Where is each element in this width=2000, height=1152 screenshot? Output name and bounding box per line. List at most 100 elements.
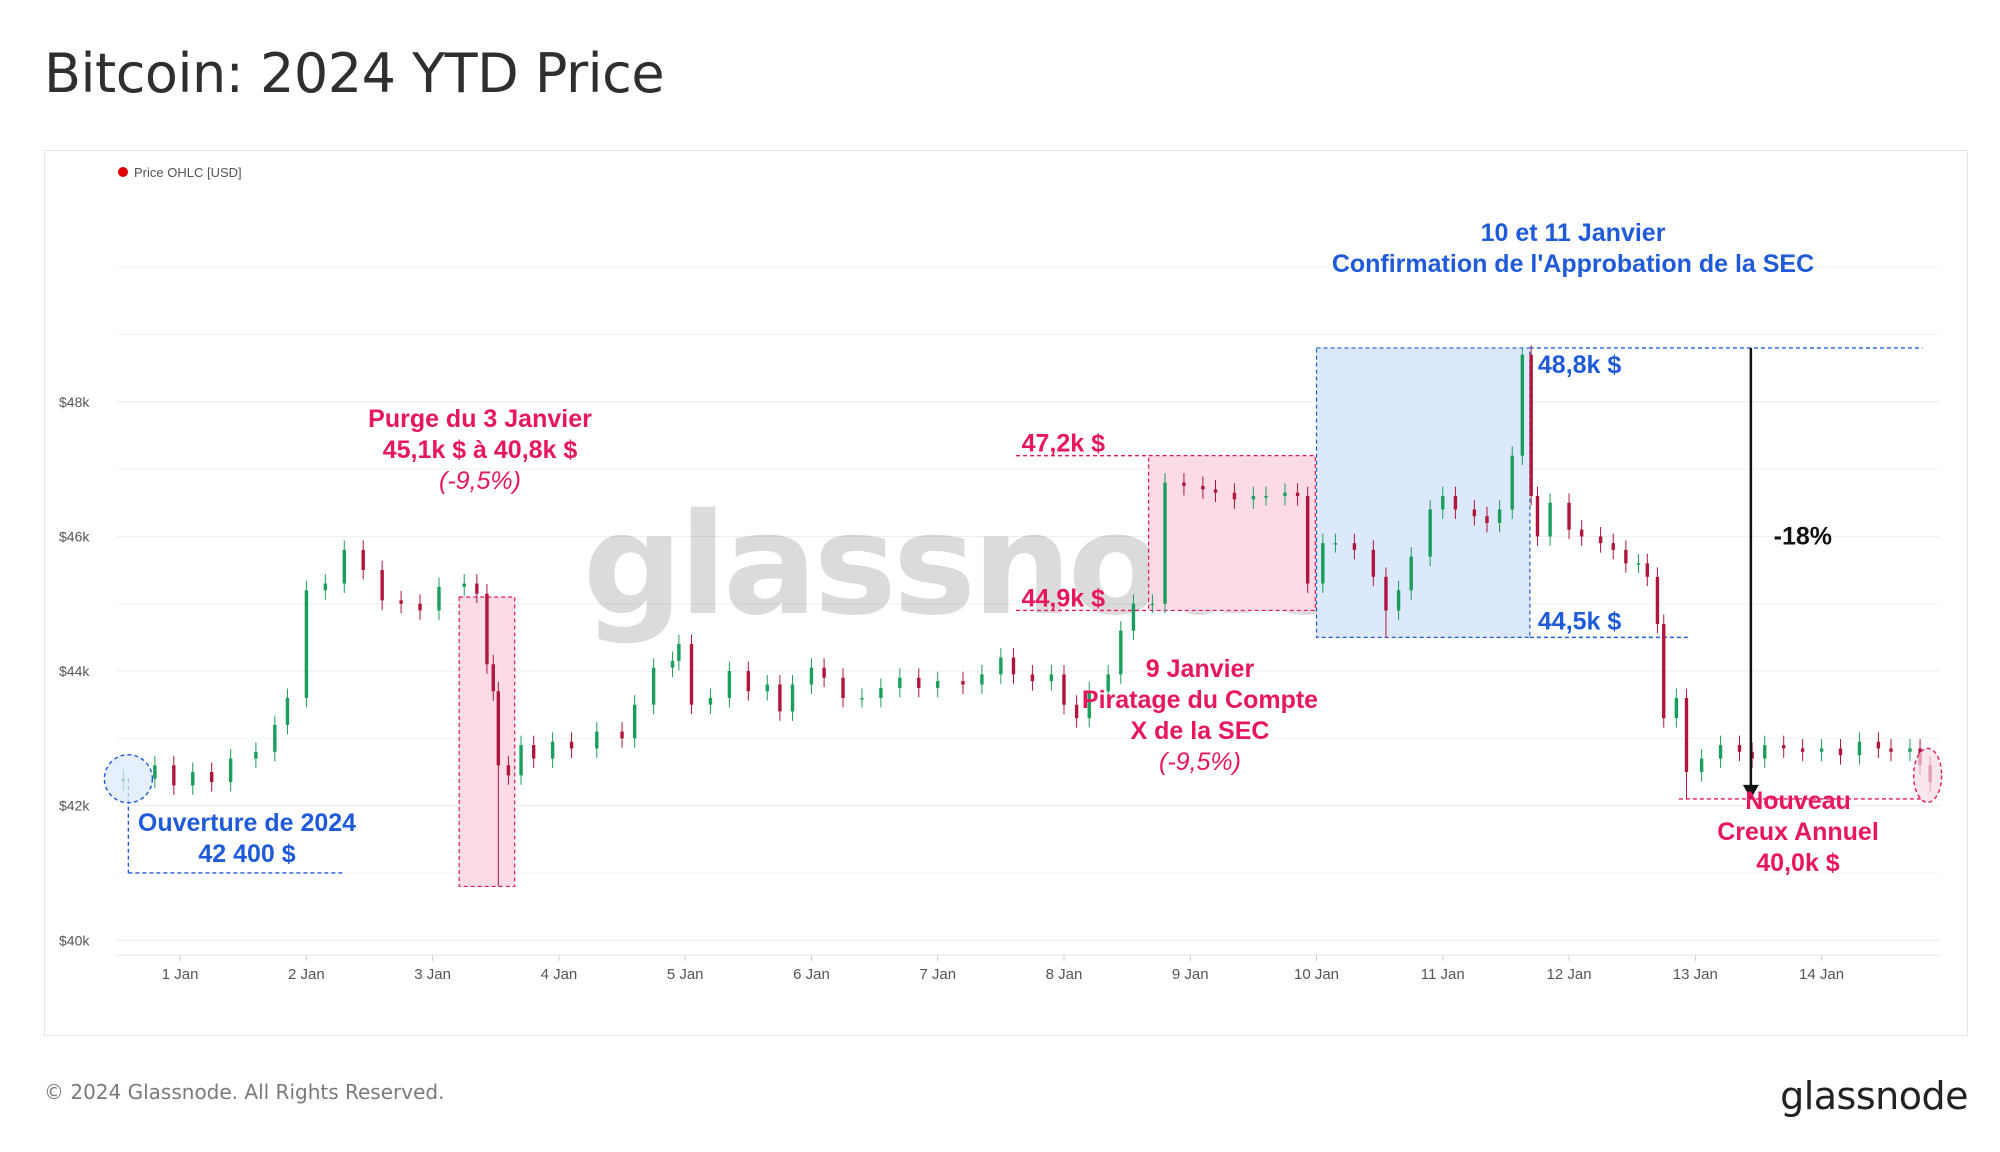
x-tick-label: 13 Jan <box>1673 966 1718 983</box>
candle-body <box>1645 563 1650 577</box>
candle-body <box>620 731 624 739</box>
candle-body <box>1119 630 1123 675</box>
candle-body <box>191 772 195 786</box>
candle-body <box>1718 745 1723 759</box>
candle-body <box>285 697 290 725</box>
annotation-line: X de la SEC <box>1131 717 1270 745</box>
candle-body <box>1352 543 1357 550</box>
candle-body <box>765 684 769 692</box>
hack-box <box>1147 455 1316 612</box>
candle-body <box>550 741 555 759</box>
candle-body <box>651 667 656 705</box>
candle-body <box>1030 674 1035 682</box>
candle-body <box>1049 674 1054 682</box>
candle-body <box>1800 748 1805 752</box>
candle-body <box>254 751 258 759</box>
candle-body <box>361 549 365 571</box>
candle-body <box>209 772 214 783</box>
label-472: 47,2k $ <box>1022 430 1106 458</box>
low-highlight <box>1912 747 1943 804</box>
annotation-line: (-9,5%) <box>439 467 521 495</box>
candle-body <box>1819 748 1824 752</box>
y-tick-label: $44k <box>59 663 90 679</box>
candle-body <box>519 745 523 776</box>
candles <box>121 345 1932 887</box>
candle-body <box>1409 556 1413 591</box>
candle-body <box>1611 543 1615 550</box>
hack-annotation: 9 Janvier Piratage du Compte X de la SEC (-… <box>1082 655 1318 776</box>
candle-body <box>342 549 346 584</box>
x-tick-label: 7 Jan <box>919 966 956 983</box>
candle-body <box>1655 576 1660 624</box>
y-tick-label: $40k <box>59 932 90 948</box>
candle-body <box>1485 516 1489 523</box>
candle-body <box>1838 748 1843 756</box>
candle-body <box>746 671 751 692</box>
candle-body <box>689 644 694 705</box>
candle-body <box>1908 748 1912 752</box>
candle-body <box>1396 590 1401 611</box>
candle-body <box>1520 354 1525 456</box>
candle-body <box>961 681 965 685</box>
brand-logo: glassnode <box>1780 1074 1968 1118</box>
candle-body <box>1384 576 1388 611</box>
candle-body <box>1062 674 1066 705</box>
annotation-line: 9 Janvier <box>1146 655 1255 683</box>
legend-marker <box>118 167 128 177</box>
candle-body <box>1472 509 1477 517</box>
candle-body <box>491 664 495 692</box>
candle-body <box>1529 354 1533 497</box>
candle-body <box>485 593 489 665</box>
candle-body <box>1857 741 1862 756</box>
annotation-line: 42 400 $ <box>198 840 295 868</box>
candle-body <box>898 677 902 688</box>
candle-body <box>1251 496 1256 500</box>
candle-body <box>1087 691 1091 719</box>
price-chart: $40k $42k $44k $46k $48k 1 Jan 2 Jan 3 Jan 4 Jan… <box>59 165 1943 983</box>
candle-body <box>1510 455 1514 510</box>
sec-annotation: 10 et 11 Janvier Confirmation de l'Approb… <box>1332 219 1814 278</box>
candle-body <box>1371 549 1376 577</box>
annotation-line: 45,1k $ à 40,8k $ <box>383 436 578 464</box>
candle-body <box>1662 623 1666 719</box>
candle-body <box>1453 496 1458 510</box>
candle-body <box>1213 489 1218 493</box>
label-488: 48,8k $ <box>1538 351 1622 379</box>
candle-body <box>1750 751 1754 759</box>
candle-body <box>1131 603 1136 631</box>
drop-label: -18% <box>1774 522 1832 550</box>
label-449: 44,9k $ <box>1022 584 1106 612</box>
candle-body <box>323 583 328 591</box>
x-tick-label: 4 Jan <box>541 966 578 983</box>
candle-body <box>1763 745 1767 759</box>
candle-body <box>1889 748 1893 752</box>
annotation-line: Purge du 3 Janvier <box>368 405 592 433</box>
candle-body <box>1636 563 1641 565</box>
x-tick-label: 6 Jan <box>793 966 830 983</box>
annotation-line: 10 et 11 Janvier <box>1481 219 1666 247</box>
candle-body <box>1781 745 1786 749</box>
candle-body <box>1441 496 1445 510</box>
candle-body <box>1150 603 1155 606</box>
candle-body <box>569 741 574 749</box>
drop-arrow-head <box>1742 784 1759 799</box>
candle-body <box>1737 745 1742 752</box>
y-tick-label: $48k <box>59 394 90 410</box>
candle-body <box>1674 697 1679 719</box>
candle-body <box>1567 502 1571 530</box>
annotation-line: Ouverture de 2024 <box>138 809 356 837</box>
candle-body <box>1876 741 1881 749</box>
candle-body <box>1011 657 1016 675</box>
x-tick-label: 14 Jan <box>1799 966 1844 983</box>
candle-body <box>1535 496 1540 537</box>
x-tick-label: 10 Jan <box>1294 966 1339 983</box>
candle-body <box>822 667 826 678</box>
candle-body <box>1232 492 1237 500</box>
candle-body <box>437 586 441 611</box>
candle-body <box>273 724 277 752</box>
sec-box <box>1315 347 1531 638</box>
candle-body <box>1598 536 1603 544</box>
candle-body <box>936 681 940 688</box>
candle-body <box>632 704 637 739</box>
candle-body <box>399 600 403 604</box>
